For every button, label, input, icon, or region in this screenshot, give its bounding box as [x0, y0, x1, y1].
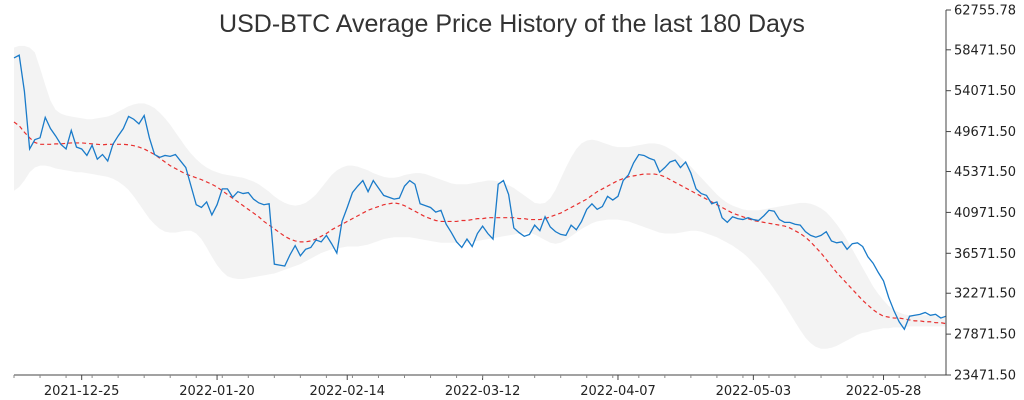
y-ticks: 23471.50 27871.50 32271.50 36571.50 40971.50… — [946, 4, 1016, 384]
chart-title: USD-BTC Average Price History of the las… — [219, 10, 805, 38]
y-tick-label: 32271.50 — [954, 287, 1016, 302]
y-tick-label: 54071.50 — [954, 84, 1016, 99]
x-tick-label: 2022-01-20 — [179, 384, 255, 399]
y-tick-label: 23471.50 — [954, 369, 1016, 384]
x-tick-label: 2022-04-07 — [580, 384, 656, 399]
volatility-band — [14, 45, 946, 349]
moving-average-line — [13, 121, 947, 325]
x-ticks: 2021-12-25 2022-01-20 2022-02-14 2022-03-12… — [13, 375, 926, 399]
y-tick-label: 36571.50 — [954, 247, 1016, 262]
x-tick-label: 2022-02-14 — [309, 384, 385, 399]
y-tick-label: 58471.50 — [954, 43, 1016, 58]
y-tick-label: 40971.50 — [954, 206, 1016, 221]
x-tick-label: 2022-05-28 — [846, 384, 922, 399]
price-line — [13, 54, 947, 331]
x-tick-label: 2021-12-25 — [44, 384, 120, 399]
y-tick-label: 49671.50 — [954, 125, 1016, 140]
x-tick-label: 2022-05-03 — [716, 384, 792, 399]
y-tick-label: 27871.50 — [954, 328, 1016, 343]
y-tick-label: 45371.50 — [954, 165, 1016, 180]
x-tick-label: 2022-03-12 — [445, 384, 521, 399]
y-tick-label: 62755.78 — [954, 4, 1016, 19]
